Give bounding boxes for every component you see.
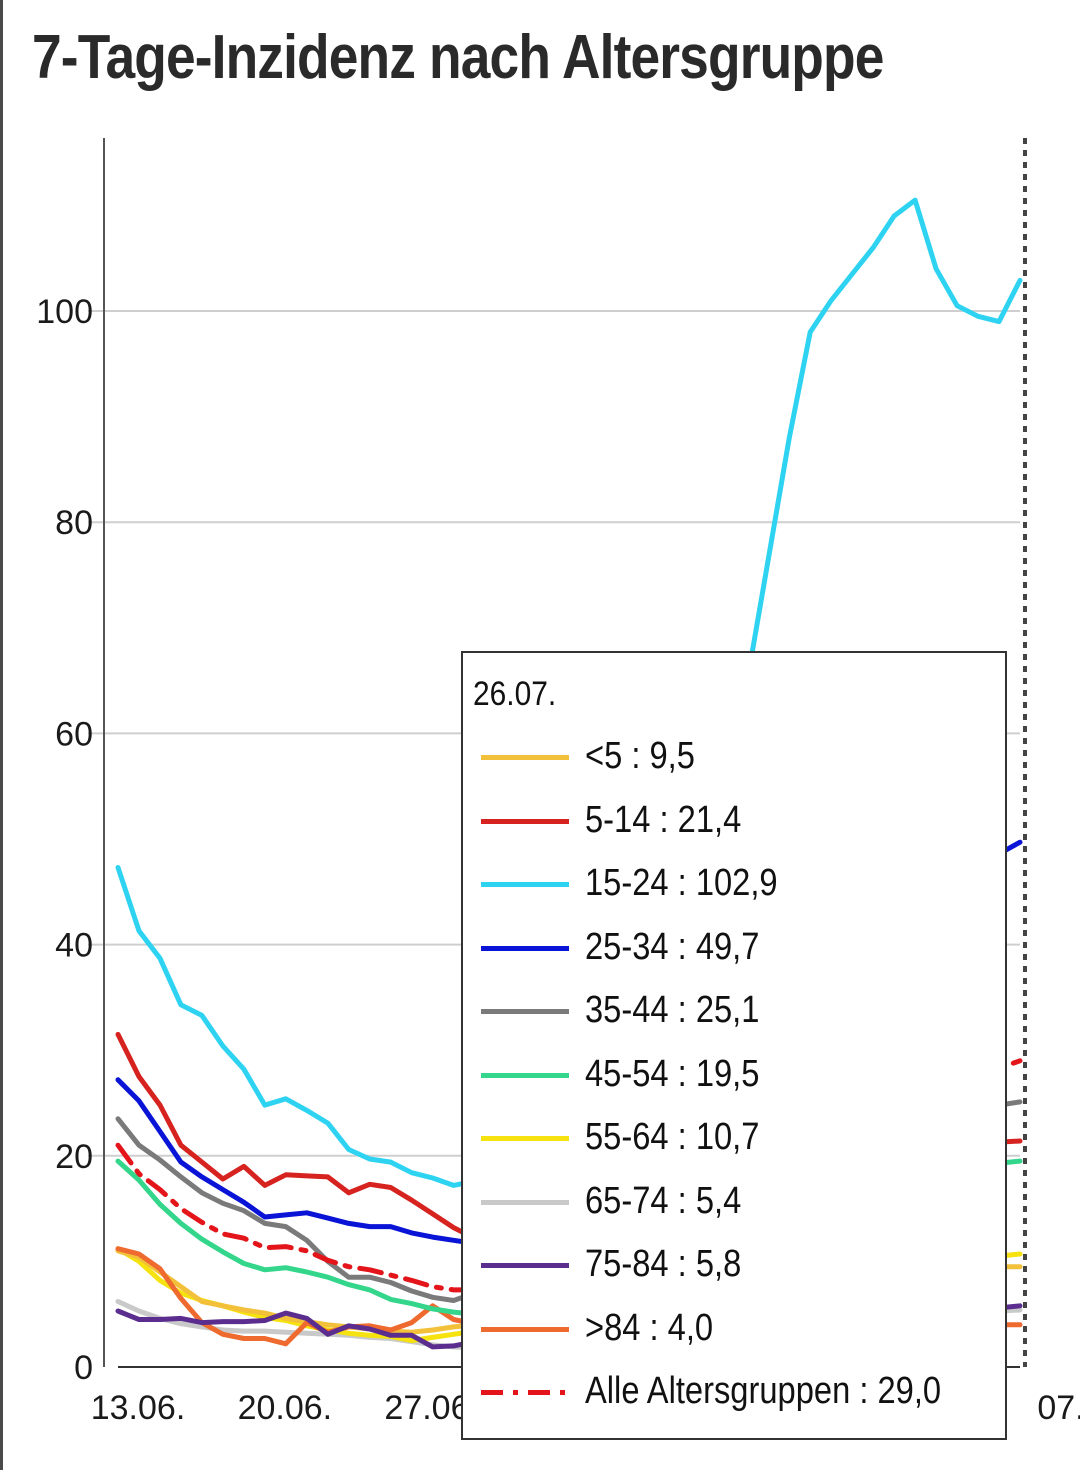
- legend-label: Alle Altersgruppen : 29,0: [585, 1370, 942, 1412]
- legend-item-a65_74: 65-74 : 5,4: [463, 1170, 1005, 1234]
- legend-item-a15_24: 15-24 : 102,9: [463, 852, 1005, 916]
- legend-item-a25_34: 25-34 : 49,7: [463, 916, 1005, 980]
- legend-swatch: [481, 818, 569, 824]
- legend-swatch: [481, 1326, 569, 1332]
- legend-item-a84plus: >84 : 4,0: [463, 1297, 1005, 1361]
- legend-item-a5_14: 5-14 : 21,4: [463, 789, 1005, 853]
- series-line-all: [115, 1058, 1023, 1293]
- y-tick-label: 60: [55, 715, 93, 753]
- legend-label: 15-24 : 102,9: [585, 862, 778, 904]
- legend-item-a45_54: 45-54 : 19,5: [463, 1043, 1005, 1107]
- legend-label: 65-74 : 5,4: [585, 1179, 742, 1222]
- legend-swatch: [481, 1263, 569, 1268]
- chart-title: 7-Tage-Inzidenz nach Altersgruppe: [32, 23, 884, 92]
- legend-swatch: [481, 1390, 569, 1395]
- y-tick-label: 20: [55, 1138, 93, 1176]
- legend-tooltip: 26.07. <5 : 9,5 5-14 : 21,4 15-24 : 102,9 2…: [461, 651, 1007, 1440]
- legend-label: 25-34 : 49,7: [585, 925, 760, 968]
- legend-item-a55_64: 55-64 : 10,7: [463, 1106, 1005, 1170]
- x-tick-label: 13.06.: [91, 1389, 186, 1427]
- legend-list: <5 : 9,5 5-14 : 21,4 15-24 : 102,9 25-34 : …: [463, 725, 1005, 1424]
- legend-item-a75_84: 75-84 : 5,8: [463, 1233, 1005, 1297]
- legend-swatch: [481, 1199, 569, 1205]
- legend-swatch: [481, 755, 569, 760]
- legend-swatch: [481, 945, 569, 951]
- y-tick-label: 80: [55, 504, 93, 542]
- y-tick-label: 40: [55, 927, 93, 965]
- legend-item-u5: <5 : 9,5: [463, 725, 1005, 789]
- y-tick-label: 100: [36, 293, 93, 331]
- legend-item-a35_44: 35-44 : 25,1: [463, 979, 1005, 1043]
- legend-label: >84 : 4,0: [585, 1306, 714, 1349]
- legend-item-all: Alle Altersgruppen : 29,0: [463, 1360, 1005, 1424]
- legend-swatch: [481, 882, 569, 887]
- legend-swatch: [481, 1072, 569, 1078]
- legend-label: 5-14 : 21,4: [585, 798, 742, 841]
- legend-label: 75-84 : 5,8: [585, 1243, 742, 1285]
- legend-label: 55-64 : 10,7: [585, 1116, 760, 1158]
- y-tick-label: 0: [74, 1349, 93, 1387]
- frame-left-border: [0, 0, 3, 1470]
- legend-swatch: [481, 1009, 569, 1014]
- x-tick-label: 20.06.: [238, 1389, 333, 1427]
- legend-label: 45-54 : 19,5: [585, 1052, 760, 1095]
- legend-date: 26.07.: [473, 675, 557, 713]
- legend-swatch: [481, 1136, 569, 1141]
- x-tick-label: 07.: [1037, 1389, 1080, 1427]
- legend-label: <5 : 9,5: [585, 735, 695, 777]
- legend-label: 35-44 : 25,1: [585, 989, 760, 1031]
